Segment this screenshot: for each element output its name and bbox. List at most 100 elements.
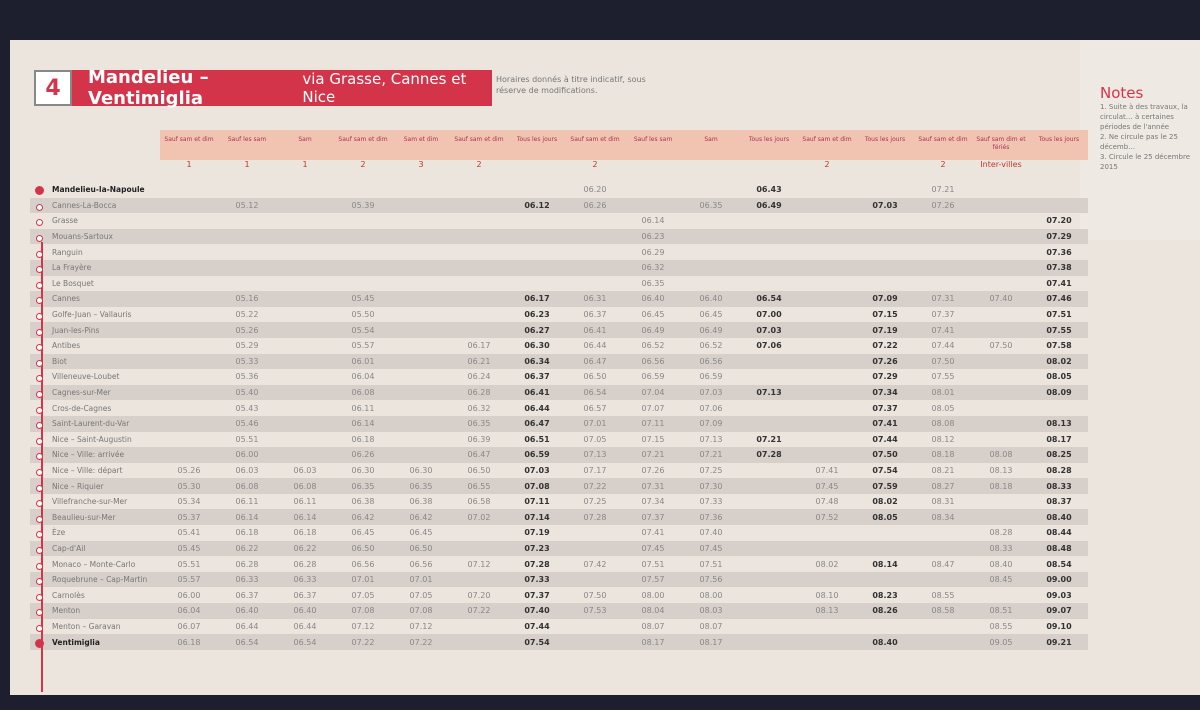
time-cell: 07.53 <box>583 606 607 616</box>
time-cell: 05.46 <box>235 419 259 429</box>
column-note <box>624 160 682 182</box>
column-days: Tous les jours <box>748 136 790 143</box>
column-days: Tous les jours <box>864 136 906 143</box>
station-name: Ranguin <box>30 248 160 258</box>
station-name: Cannes <box>30 294 160 305</box>
station-name: Grasse <box>30 216 160 227</box>
time-cell: 06.40 <box>641 294 665 304</box>
time-cell: 07.03 <box>872 200 898 210</box>
column-note: Inter-villes <box>980 160 1022 169</box>
time-cell: 06.11 <box>351 403 375 413</box>
time-cell: 06.40 <box>235 606 259 616</box>
time-cell: 07.36 <box>699 512 723 522</box>
time-cell: 07.41 <box>641 528 665 538</box>
time-cell: 07.44 <box>931 341 955 351</box>
time-cell: 07.34 <box>641 497 665 507</box>
time-cell: 09.07 <box>1046 606 1072 616</box>
route-via: via Grasse, Cannes et Nice <box>302 70 467 106</box>
table-row: Nice – Riquier 05.30 06.08 06.08 06.35 06.35 0… <box>30 478 1088 494</box>
time-cell: 07.46 <box>1046 294 1072 304</box>
time-cell: 06.20 <box>583 185 607 195</box>
time-cell: 06.55 <box>467 481 491 491</box>
time-cell: 06.35 <box>467 419 491 429</box>
time-cell: 07.09 <box>872 294 898 304</box>
time-cell: 09.03 <box>1046 590 1072 600</box>
time-cell: 07.21 <box>699 450 723 460</box>
station-name: Roquebrune – Cap-Martin <box>30 575 160 586</box>
time-cell: 05.22 <box>235 310 259 320</box>
station-name: Mouans-Sartoux <box>30 232 160 243</box>
time-cell: 05.33 <box>235 356 259 366</box>
time-cell: 07.45 <box>641 543 665 553</box>
column-days: Sauf sam et dim <box>918 136 968 143</box>
note: 3. Circule le 25 décembre 2015 <box>1100 153 1191 171</box>
column-note <box>508 160 566 182</box>
time-cell: 06.22 <box>235 543 259 553</box>
time-cell: 07.54 <box>524 637 550 647</box>
time-cell: 07.55 <box>1046 325 1072 335</box>
time-cell: 06.47 <box>524 419 550 429</box>
time-cell: 07.40 <box>989 294 1013 304</box>
time-cell: 06.08 <box>235 481 259 491</box>
time-cell: 07.50 <box>583 590 607 600</box>
time-cell: 07.37 <box>524 590 550 600</box>
time-cell: 06.42 <box>351 512 375 522</box>
time-cell: 07.52 <box>815 512 839 522</box>
time-cell: 06.37 <box>235 590 259 600</box>
time-cell: 06.44 <box>235 621 259 631</box>
time-cell: 07.25 <box>699 465 723 475</box>
time-cell: 08.05 <box>872 512 898 522</box>
time-cell: 06.45 <box>351 528 375 538</box>
time-cell: 06.31 <box>583 294 607 304</box>
time-cell: 08.25 <box>1046 450 1072 460</box>
time-cell: 07.13 <box>699 434 723 444</box>
time-cell: 06.45 <box>409 528 433 538</box>
time-cell: 06.17 <box>524 294 550 304</box>
column-note: 1 <box>244 160 250 169</box>
time-cell: 07.20 <box>1046 216 1072 226</box>
time-cell: 07.37 <box>872 403 898 413</box>
time-cell: 06.54 <box>293 637 317 647</box>
time-cell: 05.37 <box>177 512 201 522</box>
time-cell: 07.37 <box>641 512 665 522</box>
table-row: Cagnes-sur-Mer 05.40 06.08 06.28 06.41 06.54 0… <box>30 384 1088 401</box>
time-cell: 08.51 <box>989 606 1013 616</box>
time-cell: 07.05 <box>583 434 607 444</box>
time-cell: 06.34 <box>524 356 550 366</box>
time-cell: 05.50 <box>351 310 375 320</box>
time-cell: 07.15 <box>641 434 665 444</box>
time-cell: 07.58 <box>1046 341 1072 351</box>
time-cell: 06.56 <box>351 559 375 569</box>
time-cell: 06.30 <box>524 341 550 351</box>
time-cell: 05.30 <box>177 481 201 491</box>
time-cell: 06.33 <box>293 575 317 585</box>
time-cell: 06.18 <box>177 637 201 647</box>
time-cell: 06.17 <box>467 341 491 351</box>
time-cell: 08.26 <box>872 606 898 616</box>
time-cell: 07.25 <box>583 497 607 507</box>
time-cell: 06.41 <box>524 388 550 398</box>
column-days: Tous les jours <box>516 136 558 143</box>
column-note: 2 <box>360 160 366 169</box>
time-cell: 08.40 <box>989 559 1013 569</box>
time-cell: 08.02 <box>815 559 839 569</box>
time-cell: 07.55 <box>931 372 955 382</box>
time-cell: 08.05 <box>931 403 955 413</box>
time-cell: 07.19 <box>524 528 550 538</box>
time-cell: 06.18 <box>351 434 375 444</box>
time-cell: 08.02 <box>1046 356 1072 366</box>
time-cell: 08.01 <box>931 388 955 398</box>
time-cell: 08.10 <box>815 590 839 600</box>
table-row: Carnolès 06.00 06.37 06.37 07.05 07.05 07.20 07… <box>30 587 1088 603</box>
time-cell: 06.08 <box>293 481 317 491</box>
time-cell: 06.49 <box>641 325 665 335</box>
station-name: Golfe-Juan – Vallauris <box>30 310 160 321</box>
table-row: Golfe-Juan – Vallauris 05.22 05.50 06.23 06.… <box>30 307 1088 323</box>
column-days: Sauf sam et dim <box>338 136 388 143</box>
time-cell: 07.15 <box>872 310 898 320</box>
time-cell: 06.47 <box>467 450 491 460</box>
time-cell: 07.41 <box>872 419 898 429</box>
time-cell: 06.22 <box>293 543 317 553</box>
time-cell: 08.23 <box>872 590 898 600</box>
time-cell: 08.58 <box>931 606 955 616</box>
